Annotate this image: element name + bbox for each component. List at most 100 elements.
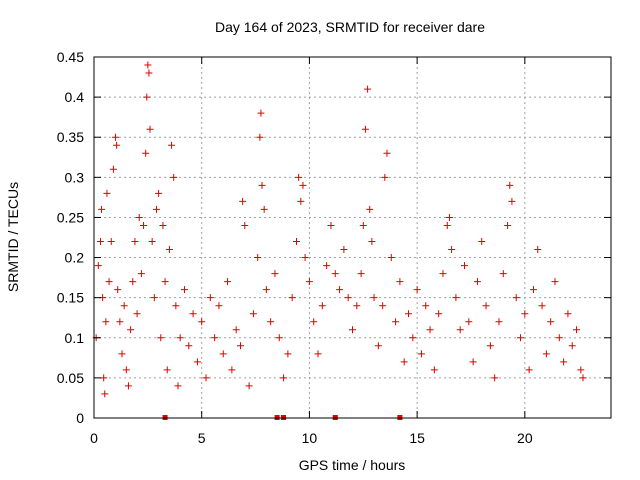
data-point: [504, 221, 512, 229]
data-point: [521, 310, 529, 318]
data-point: [560, 358, 568, 366]
data-point: [103, 189, 111, 197]
y-tick-label: 0.1: [65, 330, 85, 346]
x-tick-label: 5: [198, 430, 206, 446]
data-point: [461, 262, 469, 270]
data-point: [443, 221, 451, 229]
data-point: [131, 238, 139, 246]
data-point: [150, 294, 158, 302]
data-point: [101, 390, 109, 398]
data-point: [148, 238, 156, 246]
data-point: [353, 302, 361, 310]
data-point: [469, 358, 477, 366]
data-point: [202, 374, 210, 382]
data-point: [534, 246, 542, 254]
data-point: [551, 278, 559, 286]
data-point: [144, 61, 152, 69]
data-point: [314, 350, 322, 358]
data-point: [542, 350, 550, 358]
data-point: [340, 246, 348, 254]
data-point: [448, 246, 456, 254]
data-point: [140, 221, 148, 229]
data-point: [249, 310, 257, 318]
data-point: [211, 334, 219, 342]
data-point: [98, 205, 106, 213]
data-point: [525, 366, 533, 374]
data-point: [112, 133, 120, 141]
data-point: [271, 270, 279, 278]
data-point: [146, 125, 154, 133]
data-point: [430, 366, 438, 374]
data-points: [92, 61, 587, 420]
data-point: [564, 310, 572, 318]
data-point: [157, 334, 165, 342]
data-point: [409, 334, 417, 342]
data-point: [305, 278, 313, 286]
data-point: [260, 205, 268, 213]
data-point: [361, 125, 369, 133]
data-point: [198, 318, 206, 326]
data-point: [159, 221, 167, 229]
data-point: [299, 181, 307, 189]
data-point: [224, 278, 232, 286]
data-point: [439, 270, 447, 278]
data-point: [165, 246, 173, 254]
axis-ticks: 0 0.05 0.1 0.15 0.2 0.25 0.3 0.35 0.4 0.45 0 5 10 15 2…: [57, 49, 611, 446]
data-point: [170, 173, 178, 181]
data-point: [538, 302, 546, 310]
data-point: [547, 318, 555, 326]
data-point: [486, 342, 494, 350]
data-point: [105, 278, 113, 286]
plot-frame: [93, 56, 612, 419]
data-point: [368, 238, 376, 246]
data-point: [174, 382, 182, 390]
data-point: [118, 350, 126, 358]
data-point: [422, 302, 430, 310]
data-point: [193, 358, 201, 366]
data-point: [405, 310, 413, 318]
data-point: [445, 213, 453, 221]
y-tick-label: 0.45: [57, 49, 84, 65]
data-point: [100, 374, 108, 382]
data-point: [357, 270, 365, 278]
data-point: [215, 302, 223, 310]
data-point: [114, 286, 122, 294]
data-point: [120, 302, 128, 310]
data-point: [107, 238, 115, 246]
data-point: [379, 302, 387, 310]
data-point: [400, 358, 408, 366]
y-tick-label: 0.2: [65, 250, 85, 266]
y-tick-label: 0: [76, 410, 84, 426]
data-point: [116, 318, 124, 326]
data-point: [155, 189, 163, 197]
data-point: [280, 374, 288, 382]
data-point: [465, 318, 473, 326]
data-point: [258, 181, 266, 189]
data-point: [262, 286, 270, 294]
data-point: [577, 366, 585, 374]
data-point: [336, 286, 344, 294]
data-point: [512, 294, 520, 302]
data-point: [122, 366, 130, 374]
data-point: [301, 254, 309, 262]
data-point: [254, 254, 262, 262]
data-point: [236, 342, 244, 350]
y-tick-label: 0.3: [65, 169, 85, 185]
data-point: [359, 221, 367, 229]
data-point: [239, 197, 247, 205]
data-point: [506, 181, 514, 189]
data-point: [381, 173, 389, 181]
data-point: [478, 238, 486, 246]
data-point: [292, 238, 300, 246]
data-point: [152, 205, 160, 213]
data-point: [349, 326, 356, 334]
data-point: [555, 334, 563, 342]
data-point: [370, 294, 378, 302]
y-tick-label: 0.15: [57, 290, 84, 306]
data-point: [135, 213, 143, 221]
data-point: [129, 278, 137, 286]
data-point: [413, 286, 421, 294]
data-point: [435, 310, 443, 318]
x-axis-label: GPS time / hours: [299, 457, 406, 473]
